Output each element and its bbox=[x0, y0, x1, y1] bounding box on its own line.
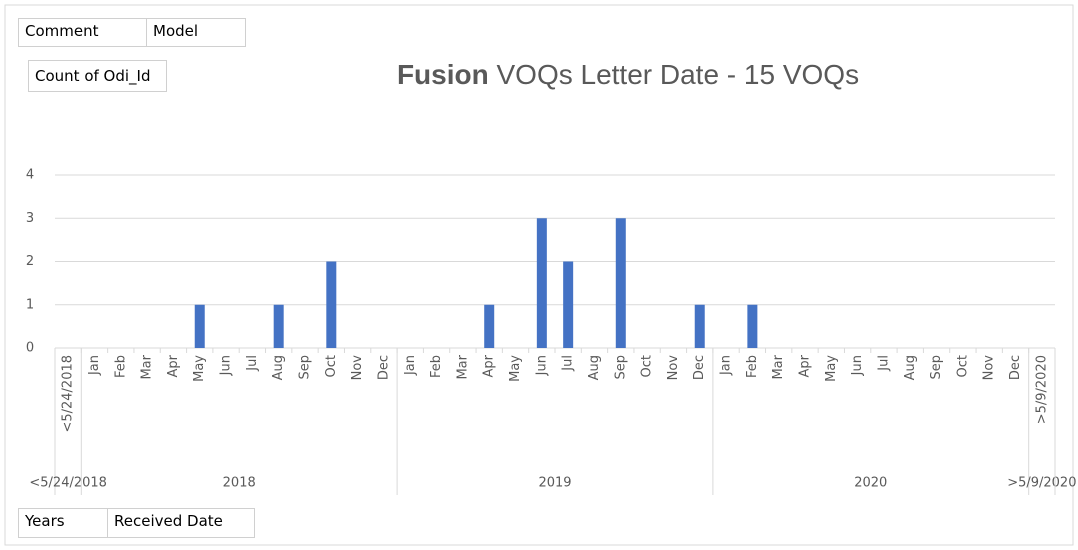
filter-button[interactable]: Model bbox=[146, 18, 246, 47]
x-tick-label: Jan bbox=[87, 355, 102, 376]
x-tick-label: Apr bbox=[166, 354, 181, 377]
title-rest: VOQs Letter Date - 15 VOQs bbox=[496, 59, 859, 90]
x-tick-label: Mar bbox=[140, 354, 155, 379]
x-tick-label: Nov bbox=[350, 355, 365, 381]
x-tick-label: Jun bbox=[219, 355, 234, 376]
x-tick-label: Mar bbox=[455, 354, 470, 379]
x-tick-label: Apr bbox=[798, 354, 813, 377]
bar bbox=[536, 218, 547, 348]
x-tick-label: Dec bbox=[376, 355, 391, 380]
x-tick-label: Apr bbox=[482, 354, 497, 377]
x-tick-label: Aug bbox=[271, 355, 286, 380]
bar bbox=[694, 304, 705, 348]
bar bbox=[194, 304, 205, 348]
x-tick-label: May bbox=[824, 355, 839, 382]
x-tick-label: >5/9/2020 bbox=[1034, 355, 1049, 424]
value-button[interactable]: Count of Odi_Id bbox=[28, 60, 167, 92]
y-tick-label: 0 bbox=[26, 341, 34, 356]
x-tick-label: Jun bbox=[850, 355, 865, 376]
x-tick-label: Sep bbox=[298, 355, 313, 380]
bar bbox=[273, 304, 284, 348]
x-tick-label: Feb bbox=[429, 355, 444, 378]
y-tick-label: 2 bbox=[26, 254, 34, 269]
x-tick-label: Jan bbox=[719, 355, 734, 376]
x-tick-label: Jun bbox=[534, 355, 549, 376]
y-tick-label: 1 bbox=[26, 297, 34, 312]
group-label: 2019 bbox=[538, 476, 571, 491]
x-tick-label: Oct bbox=[324, 355, 339, 377]
x-tick-label: Jul bbox=[561, 355, 576, 372]
y-tick-label: 3 bbox=[26, 211, 34, 226]
x-tick-label: Oct bbox=[640, 355, 655, 377]
x-tick-label: Sep bbox=[613, 355, 628, 380]
y-tick-label: 4 bbox=[26, 168, 34, 183]
x-tick-label: Nov bbox=[666, 355, 681, 381]
bar bbox=[563, 261, 574, 348]
x-tick-label: Aug bbox=[903, 355, 918, 380]
x-tick-label: Aug bbox=[587, 355, 602, 380]
group-label: >5/9/2020 bbox=[1007, 476, 1076, 491]
bar bbox=[615, 218, 626, 348]
chart-title: Fusion VOQs Letter Date - 15 VOQs bbox=[397, 59, 859, 90]
group-label: <5/24/2018 bbox=[29, 476, 107, 491]
x-tick-label: May bbox=[192, 355, 207, 382]
x-tick-label: Mar bbox=[771, 354, 786, 379]
chart-border bbox=[4, 4, 1074, 546]
x-tick-label: Dec bbox=[1008, 355, 1023, 380]
bar bbox=[326, 261, 337, 348]
x-tick-label: <5/24/2018 bbox=[61, 355, 76, 433]
x-tick-label: Dec bbox=[692, 355, 707, 380]
group-label: 2020 bbox=[854, 476, 887, 491]
axis-button[interactable]: Years bbox=[18, 508, 108, 538]
x-tick-label: Sep bbox=[929, 355, 944, 380]
x-tick-label: Feb bbox=[113, 355, 128, 378]
filter-button[interactable]: Comment bbox=[18, 18, 147, 47]
axis-button[interactable]: Received Date bbox=[107, 508, 255, 538]
x-tick-label: Feb bbox=[745, 355, 760, 378]
x-tick-label: Jan bbox=[403, 355, 418, 376]
x-tick-label: Jul bbox=[245, 355, 260, 372]
bar bbox=[747, 304, 758, 348]
x-tick-label: Jul bbox=[876, 355, 891, 372]
title-bold: Fusion bbox=[397, 59, 489, 90]
x-tick-label: Nov bbox=[982, 355, 997, 381]
bar bbox=[484, 304, 495, 348]
x-tick-label: Oct bbox=[955, 355, 970, 377]
x-tick-label: May bbox=[508, 355, 523, 382]
group-label: 2018 bbox=[223, 476, 256, 491]
